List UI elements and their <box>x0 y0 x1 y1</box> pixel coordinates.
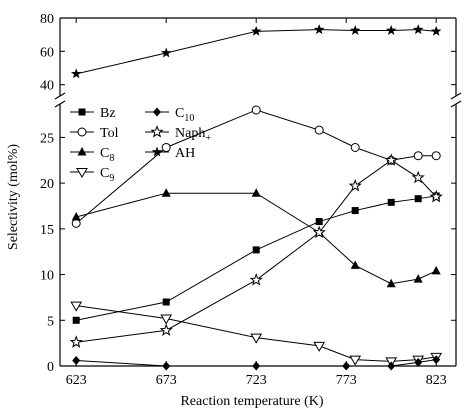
data-point-ah <box>250 25 262 36</box>
data-point-c10 <box>252 361 261 371</box>
data-point-naph <box>384 153 398 166</box>
data-point-c10 <box>432 355 441 365</box>
data-point-tol <box>71 218 81 228</box>
legend-marker-c8 <box>77 147 87 156</box>
data-point-c8 <box>251 188 261 197</box>
legend-label-c8: C8 <box>100 146 114 164</box>
data-point-ah <box>412 24 424 35</box>
x-tick-label: 673 <box>156 373 177 388</box>
data-point-ah <box>430 25 442 36</box>
data-point-c10 <box>342 361 351 371</box>
data-point-bz <box>351 207 359 215</box>
data-point-c10 <box>72 356 81 366</box>
data-point-bz <box>387 198 395 206</box>
data-point-ah <box>313 24 325 35</box>
data-point-naph <box>69 335 83 348</box>
legend-label-ah: AH <box>175 146 195 161</box>
axis-break-mark-left <box>54 92 66 100</box>
data-point-naph <box>312 225 326 239</box>
data-point-naph <box>159 323 173 336</box>
axis-break-mark-right <box>450 100 462 108</box>
data-point-ah <box>349 25 361 35</box>
data-point-c9 <box>160 314 173 325</box>
y-tick-label: 10 <box>40 269 54 284</box>
x-tick-label: 623 <box>66 373 87 388</box>
y-tick-label: 15 <box>40 223 54 238</box>
y-tick-label: 25 <box>40 131 54 146</box>
data-point-c9 <box>349 355 362 366</box>
data-point-bz <box>162 298 170 306</box>
data-point-c8 <box>386 278 396 288</box>
data-point-c9 <box>313 341 326 352</box>
legend-label-bz: Bz <box>100 106 116 121</box>
x-tick-label: 773 <box>336 373 357 388</box>
axis-break-mark-right <box>450 92 462 100</box>
y-tick-label: 40 <box>40 79 54 94</box>
data-point-tol <box>161 142 171 152</box>
legend-marker-naph <box>150 125 164 138</box>
x-axis-label: Reaction temperature (K) <box>180 394 323 409</box>
data-point-bz <box>72 316 80 324</box>
legend-marker-c9 <box>76 168 88 178</box>
data-point-c10 <box>162 361 171 371</box>
data-point-c8 <box>413 274 423 283</box>
data-point-naph <box>411 170 425 184</box>
axis-break-mark-left <box>54 100 66 108</box>
data-point-bz <box>252 246 260 254</box>
legend: Bz C10 Tol Naph+ C8 AH C9 <box>70 106 211 184</box>
y-tick-label: 60 <box>40 45 54 60</box>
legend-marker-ah <box>151 146 163 157</box>
x-tick-label: 723 <box>246 373 267 388</box>
data-point-tol <box>314 125 324 135</box>
data-point-tol <box>431 151 441 161</box>
data-point-tol <box>251 105 261 115</box>
series-lines <box>75 29 437 367</box>
data-point-c9 <box>250 333 263 344</box>
data-point-c8 <box>71 211 81 221</box>
series-line-ah <box>76 29 437 75</box>
axis-ticks: 623 673 723 773 823 0 5 10 15 20 25 40 60 80 <box>40 12 456 388</box>
data-point-c8 <box>161 188 171 197</box>
series-markers <box>69 24 443 371</box>
y-axis-label: Selectivity (mol%) <box>6 144 21 250</box>
y-tick-label: 20 <box>40 177 54 192</box>
y-tick-label: 5 <box>47 314 54 329</box>
series-line-bz <box>76 195 437 321</box>
legend-label-tol: Tol <box>100 126 119 141</box>
series-line-naph <box>76 159 437 343</box>
data-point-ah <box>160 47 172 58</box>
legend-marker-bz <box>78 108 86 116</box>
data-point-naph <box>249 273 263 286</box>
legend-label-c9: C9 <box>100 166 114 184</box>
data-point-naph <box>429 189 443 203</box>
data-point-bz <box>315 218 323 226</box>
y-tick-label: 0 <box>47 360 54 375</box>
data-point-ah <box>385 25 397 35</box>
data-point-c8 <box>350 260 360 269</box>
data-point-tol <box>350 142 360 152</box>
series-line-c9 <box>76 305 437 362</box>
data-point-bz <box>414 195 422 203</box>
data-point-c10 <box>387 361 396 371</box>
series-line-c8 <box>76 192 437 285</box>
data-point-c8 <box>431 265 441 275</box>
legend-marker-c10 <box>153 107 161 117</box>
data-point-naph <box>348 178 362 192</box>
legend-marker-tol <box>77 127 87 137</box>
data-point-tol <box>413 151 423 161</box>
legend-label-c10: C10 <box>175 106 194 124</box>
series-line-tol <box>75 109 437 224</box>
data-point-ah <box>70 68 82 79</box>
data-point-c10 <box>414 357 423 367</box>
x-tick-label: 823 <box>426 373 447 388</box>
y-tick-label: 80 <box>40 12 54 27</box>
data-point-c9 <box>70 301 83 312</box>
legend-label-naph: Naph+ <box>175 126 211 144</box>
